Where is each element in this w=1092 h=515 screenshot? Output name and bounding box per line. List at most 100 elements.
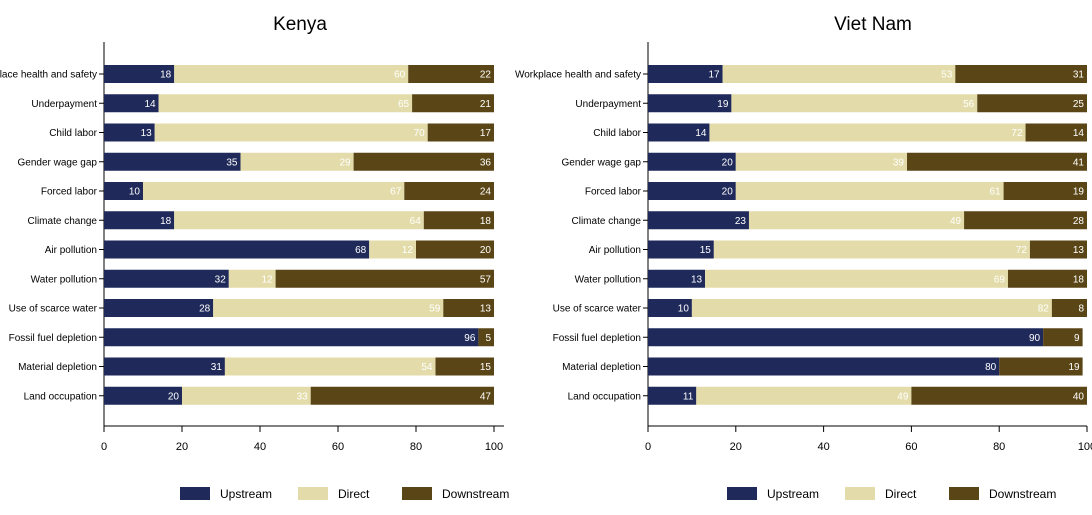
bar-downstream (310, 386, 494, 405)
bar-downstream (435, 357, 494, 376)
category-label: Air pollution (589, 245, 641, 256)
bar-value-label: 12 (402, 245, 414, 256)
bar-upstream (648, 65, 723, 83)
category-label: Gender wage gap (561, 157, 641, 168)
bar-downstream (911, 386, 1087, 405)
bar-value-label: 20 (722, 157, 734, 168)
bar-value-label: 18 (160, 70, 172, 81)
category-label: Land occupation (24, 391, 97, 402)
legend-item-upstream: Upstream (727, 487, 819, 501)
bar-value-label: 40 (1073, 391, 1085, 402)
bar-value-label: 17 (480, 128, 492, 139)
bar-downstream (412, 94, 494, 113)
bar-direct (748, 211, 965, 230)
bar-downstream (955, 65, 1087, 83)
x-tick-label: 100 (485, 441, 503, 453)
bar-value-label: 70 (414, 128, 426, 139)
bar-upstream (104, 357, 225, 376)
bar-direct (735, 182, 1004, 200)
bar-direct (696, 386, 912, 405)
bar-value-label: 11 (683, 391, 694, 402)
bar-downstream (1043, 328, 1083, 347)
bar-value-label: 18 (480, 216, 492, 227)
x-tick-label: 0 (101, 441, 107, 453)
x-tick-label: 20 (176, 441, 188, 453)
bar-value-label: 31 (1073, 70, 1085, 81)
bar-value-label: 14 (695, 128, 707, 139)
chart-title: Kenya (273, 14, 327, 35)
bar-value-label: 13 (141, 128, 153, 139)
bar-direct (154, 123, 428, 142)
bar-value-label: 96 (464, 333, 476, 344)
bar-downstream (907, 152, 1087, 171)
bar-value-label: 14 (1073, 128, 1085, 139)
bar-value-label: 13 (1073, 245, 1085, 256)
category-label: Workplace health and safety (0, 70, 97, 81)
bar-direct (722, 65, 956, 83)
bar-value-label: 22 (480, 70, 492, 81)
bar-value-label: 68 (355, 245, 367, 256)
bar-upstream (104, 123, 155, 142)
bar-value-label: 19 (1068, 362, 1080, 373)
bar-value-label: 20 (168, 391, 180, 402)
category-label: Water pollution (575, 274, 641, 285)
bar-value-label: 67 (390, 187, 402, 198)
bar-value-label: 25 (1073, 99, 1085, 110)
category-label: Material depletion (18, 362, 97, 373)
bar-upstream (104, 94, 159, 113)
bar-upstream (104, 386, 182, 405)
category-label: Fossil fuel depletion (9, 333, 97, 344)
bar-upstream (648, 182, 736, 200)
bar-value-label: 35 (226, 157, 238, 168)
legend-swatch (949, 487, 979, 500)
bar-value-label: 69 (994, 274, 1006, 285)
legend-label: Direct (885, 487, 917, 501)
bar-upstream (648, 269, 706, 288)
legend-swatch (845, 487, 875, 500)
bar-direct (143, 182, 405, 200)
bar-value-label: 12 (261, 274, 273, 285)
legend-item-downstream: Downstream (949, 487, 1056, 501)
category-label: Fossil fuel depletion (553, 333, 641, 344)
bar-downstream (964, 211, 1087, 230)
legend-swatch (180, 487, 210, 500)
legend-item-direct: Direct (845, 487, 917, 501)
bar-upstream (104, 152, 241, 171)
bar-direct (228, 269, 276, 288)
bar-value-label: 72 (1011, 128, 1023, 139)
category-label: Underpayment (31, 99, 97, 110)
bar-value-label: 31 (211, 362, 223, 373)
bar-value-label: 47 (480, 391, 492, 402)
bar-upstream (648, 328, 1044, 347)
x-tick-label: 60 (905, 441, 917, 453)
x-tick-label: 0 (645, 441, 651, 453)
bar-direct (369, 240, 416, 259)
legend-swatch (727, 487, 757, 500)
bar-value-label: 14 (144, 99, 156, 110)
bar-value-label: 65 (398, 99, 410, 110)
bar-direct (240, 152, 354, 171)
bar-upstream (648, 123, 710, 142)
bar-upstream (648, 211, 749, 230)
bar-direct (709, 123, 1026, 142)
legend-item-downstream: Downstream (402, 487, 509, 501)
bar-value-label: 13 (480, 304, 492, 315)
bar-downstream (1051, 299, 1087, 317)
bar-value-label: 49 (897, 391, 909, 402)
bar-direct (158, 94, 413, 113)
bar-value-label: 54 (421, 362, 433, 373)
bar-value-label: 49 (950, 216, 962, 227)
bar-value-label: 24 (480, 187, 492, 198)
bar-upstream (104, 299, 214, 317)
legend-swatch (298, 487, 328, 500)
legend-item-direct: Direct (298, 487, 370, 501)
legend-label: Downstream (442, 487, 509, 501)
bar-upstream (648, 357, 1000, 376)
bar-value-label: 80 (985, 362, 997, 373)
x-tick-label: 80 (993, 441, 1005, 453)
bar-downstream (353, 152, 494, 171)
bar-direct (182, 386, 311, 405)
bar-upstream (648, 240, 714, 259)
